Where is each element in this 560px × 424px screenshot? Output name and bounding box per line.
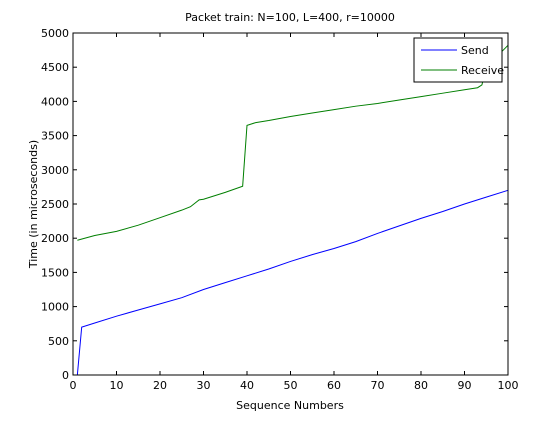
y-tick-label: 2500 [41,198,69,211]
y-tick-label: 4000 [41,95,69,108]
x-tick-label: 70 [371,379,385,392]
y-tick-label: 2000 [41,232,69,245]
plot-area-background [73,33,508,375]
axis-ticks: 0 10 20 30 40 50 60 70 80 90 100050010001500200025… [41,27,519,392]
legend-label-send: Send [461,44,489,57]
x-tick-label: 20 [153,379,167,392]
x-tick-label: 90 [458,379,472,392]
legend-box [413,37,503,83]
chart-title: Packet train: N=100, L=400, r=10000 [185,11,395,24]
x-tick-label: 50 [284,379,298,392]
y-tick-label: 1000 [41,301,69,314]
y-tick-label: 0 [62,369,69,382]
x-tick-label: 60 [327,379,341,392]
y-tick-label: 500 [48,335,69,348]
x-axis-label: Sequence Numbers [236,399,344,412]
x-tick-label: 80 [414,379,428,392]
x-tick-label: 10 [110,379,124,392]
y-tick-label: 3000 [41,164,69,177]
x-tick-label: 30 [197,379,211,392]
y-tick-label: 5000 [41,27,69,40]
y-tick-label: 4500 [41,61,69,74]
series-line-send [76,189,509,376]
y-tick-label: 1500 [41,266,69,279]
y-axis-label: Time (in microseconds) [27,140,40,269]
series-layer [76,44,509,376]
x-tick-label: 40 [240,379,254,392]
legend: Send Receive [413,37,504,83]
legend-label-receive: Receive [461,64,504,77]
x-tick-label: 0 [70,379,77,392]
series-line-receive [77,44,509,241]
y-tick-label: 3500 [41,130,69,143]
x-tick-label: 100 [498,379,519,392]
